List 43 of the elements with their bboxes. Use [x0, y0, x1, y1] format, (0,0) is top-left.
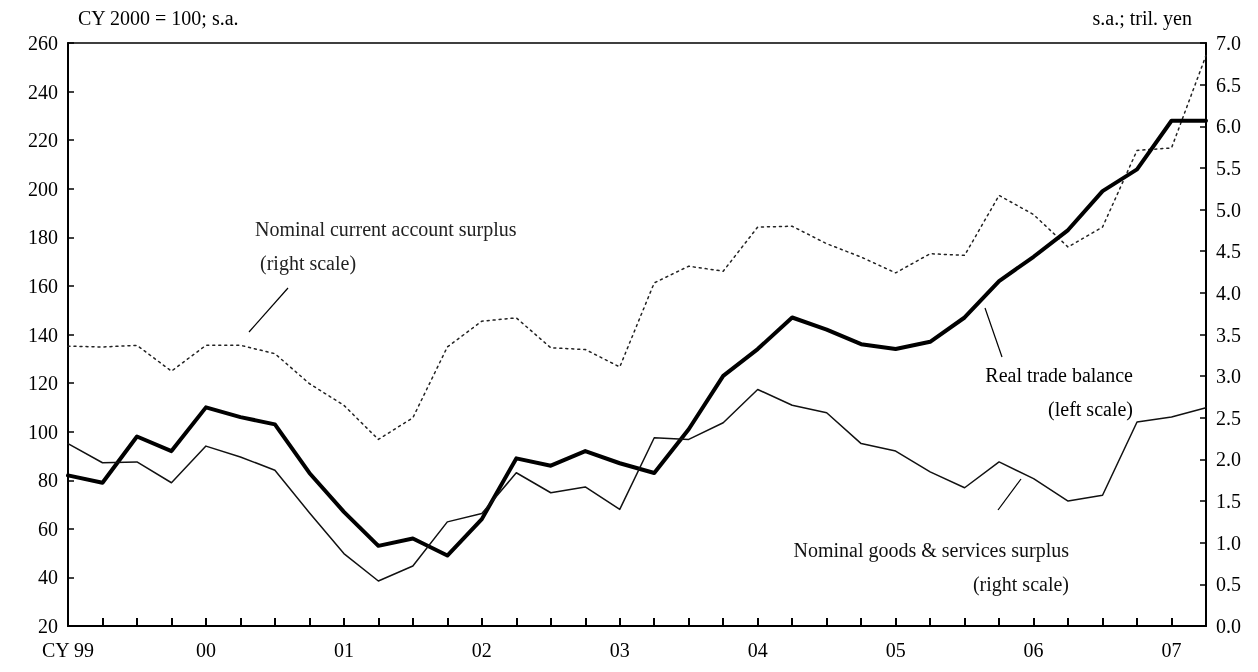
x-tick-label: 06 — [1023, 639, 1044, 661]
x-tick-label: 05 — [885, 639, 906, 661]
x-tick-label: 01 — [333, 639, 354, 661]
y2-tick-label: 4.5 — [1216, 240, 1241, 263]
y2-tick-label: 6.0 — [1216, 115, 1241, 138]
text: Real trade balance (left scale) — [985, 364, 1134, 421]
x-tick-label: 07 — [1161, 639, 1182, 661]
y2-tick-label: 2.5 — [1216, 406, 1241, 429]
y-tick-label: 80 — [38, 469, 58, 492]
y-tick-label: 100 — [28, 420, 58, 443]
y-tick-label: 40 — [38, 566, 58, 589]
series-label: Nominal goods & services surplus (right scale) — [793, 539, 1070, 596]
y2-tick-label: 4.0 — [1216, 281, 1241, 304]
y-tick-label: 180 — [28, 226, 58, 249]
y2-tick-label: 2.0 — [1216, 448, 1241, 471]
y-tick-label: 220 — [28, 129, 58, 152]
y-tick-label: 160 — [28, 274, 58, 297]
y2-tick-label: 0.5 — [1216, 573, 1241, 596]
x-tick-label: 03 — [609, 639, 630, 661]
y-tick-label: 140 — [28, 323, 58, 346]
y2-tick-label: 6.5 — [1216, 73, 1241, 96]
y2-tick-label: 3.0 — [1216, 365, 1241, 388]
text: Nominal current account surplus (right scale) — [255, 218, 517, 275]
y-tick-label: 60 — [38, 517, 58, 540]
y2-tick-label: 5.5 — [1216, 156, 1241, 179]
y2-tick-label: 1.0 — [1216, 531, 1241, 554]
x-tick-label: 04 — [747, 639, 768, 661]
y-tick-label: 240 — [28, 80, 58, 103]
y-tick-label: 120 — [28, 372, 58, 395]
y-tick-label: 20 — [38, 615, 58, 637]
y-tick-label: 200 — [28, 177, 58, 200]
y2-tick-label: 3.5 — [1216, 323, 1241, 346]
x-tick-label: CY 99 — [41, 639, 95, 661]
line-series — [67, 54, 1207, 441]
y2-axis-title: s.a.; tril. yen — [1092, 7, 1193, 30]
x-tick-label: 02 — [471, 639, 492, 661]
y-tick-label: 260 — [28, 32, 58, 54]
y2-tick-label: 7.0 — [1216, 32, 1241, 54]
y2-tick-label: 0.0 — [1216, 615, 1241, 637]
x-tick-label: 00 — [195, 639, 216, 661]
y-axis-title: CY 2000 = 100; s.a. — [78, 7, 239, 29]
y2-tick-label: 1.5 — [1216, 490, 1241, 513]
y2-tick-label: 5.0 — [1216, 198, 1241, 221]
